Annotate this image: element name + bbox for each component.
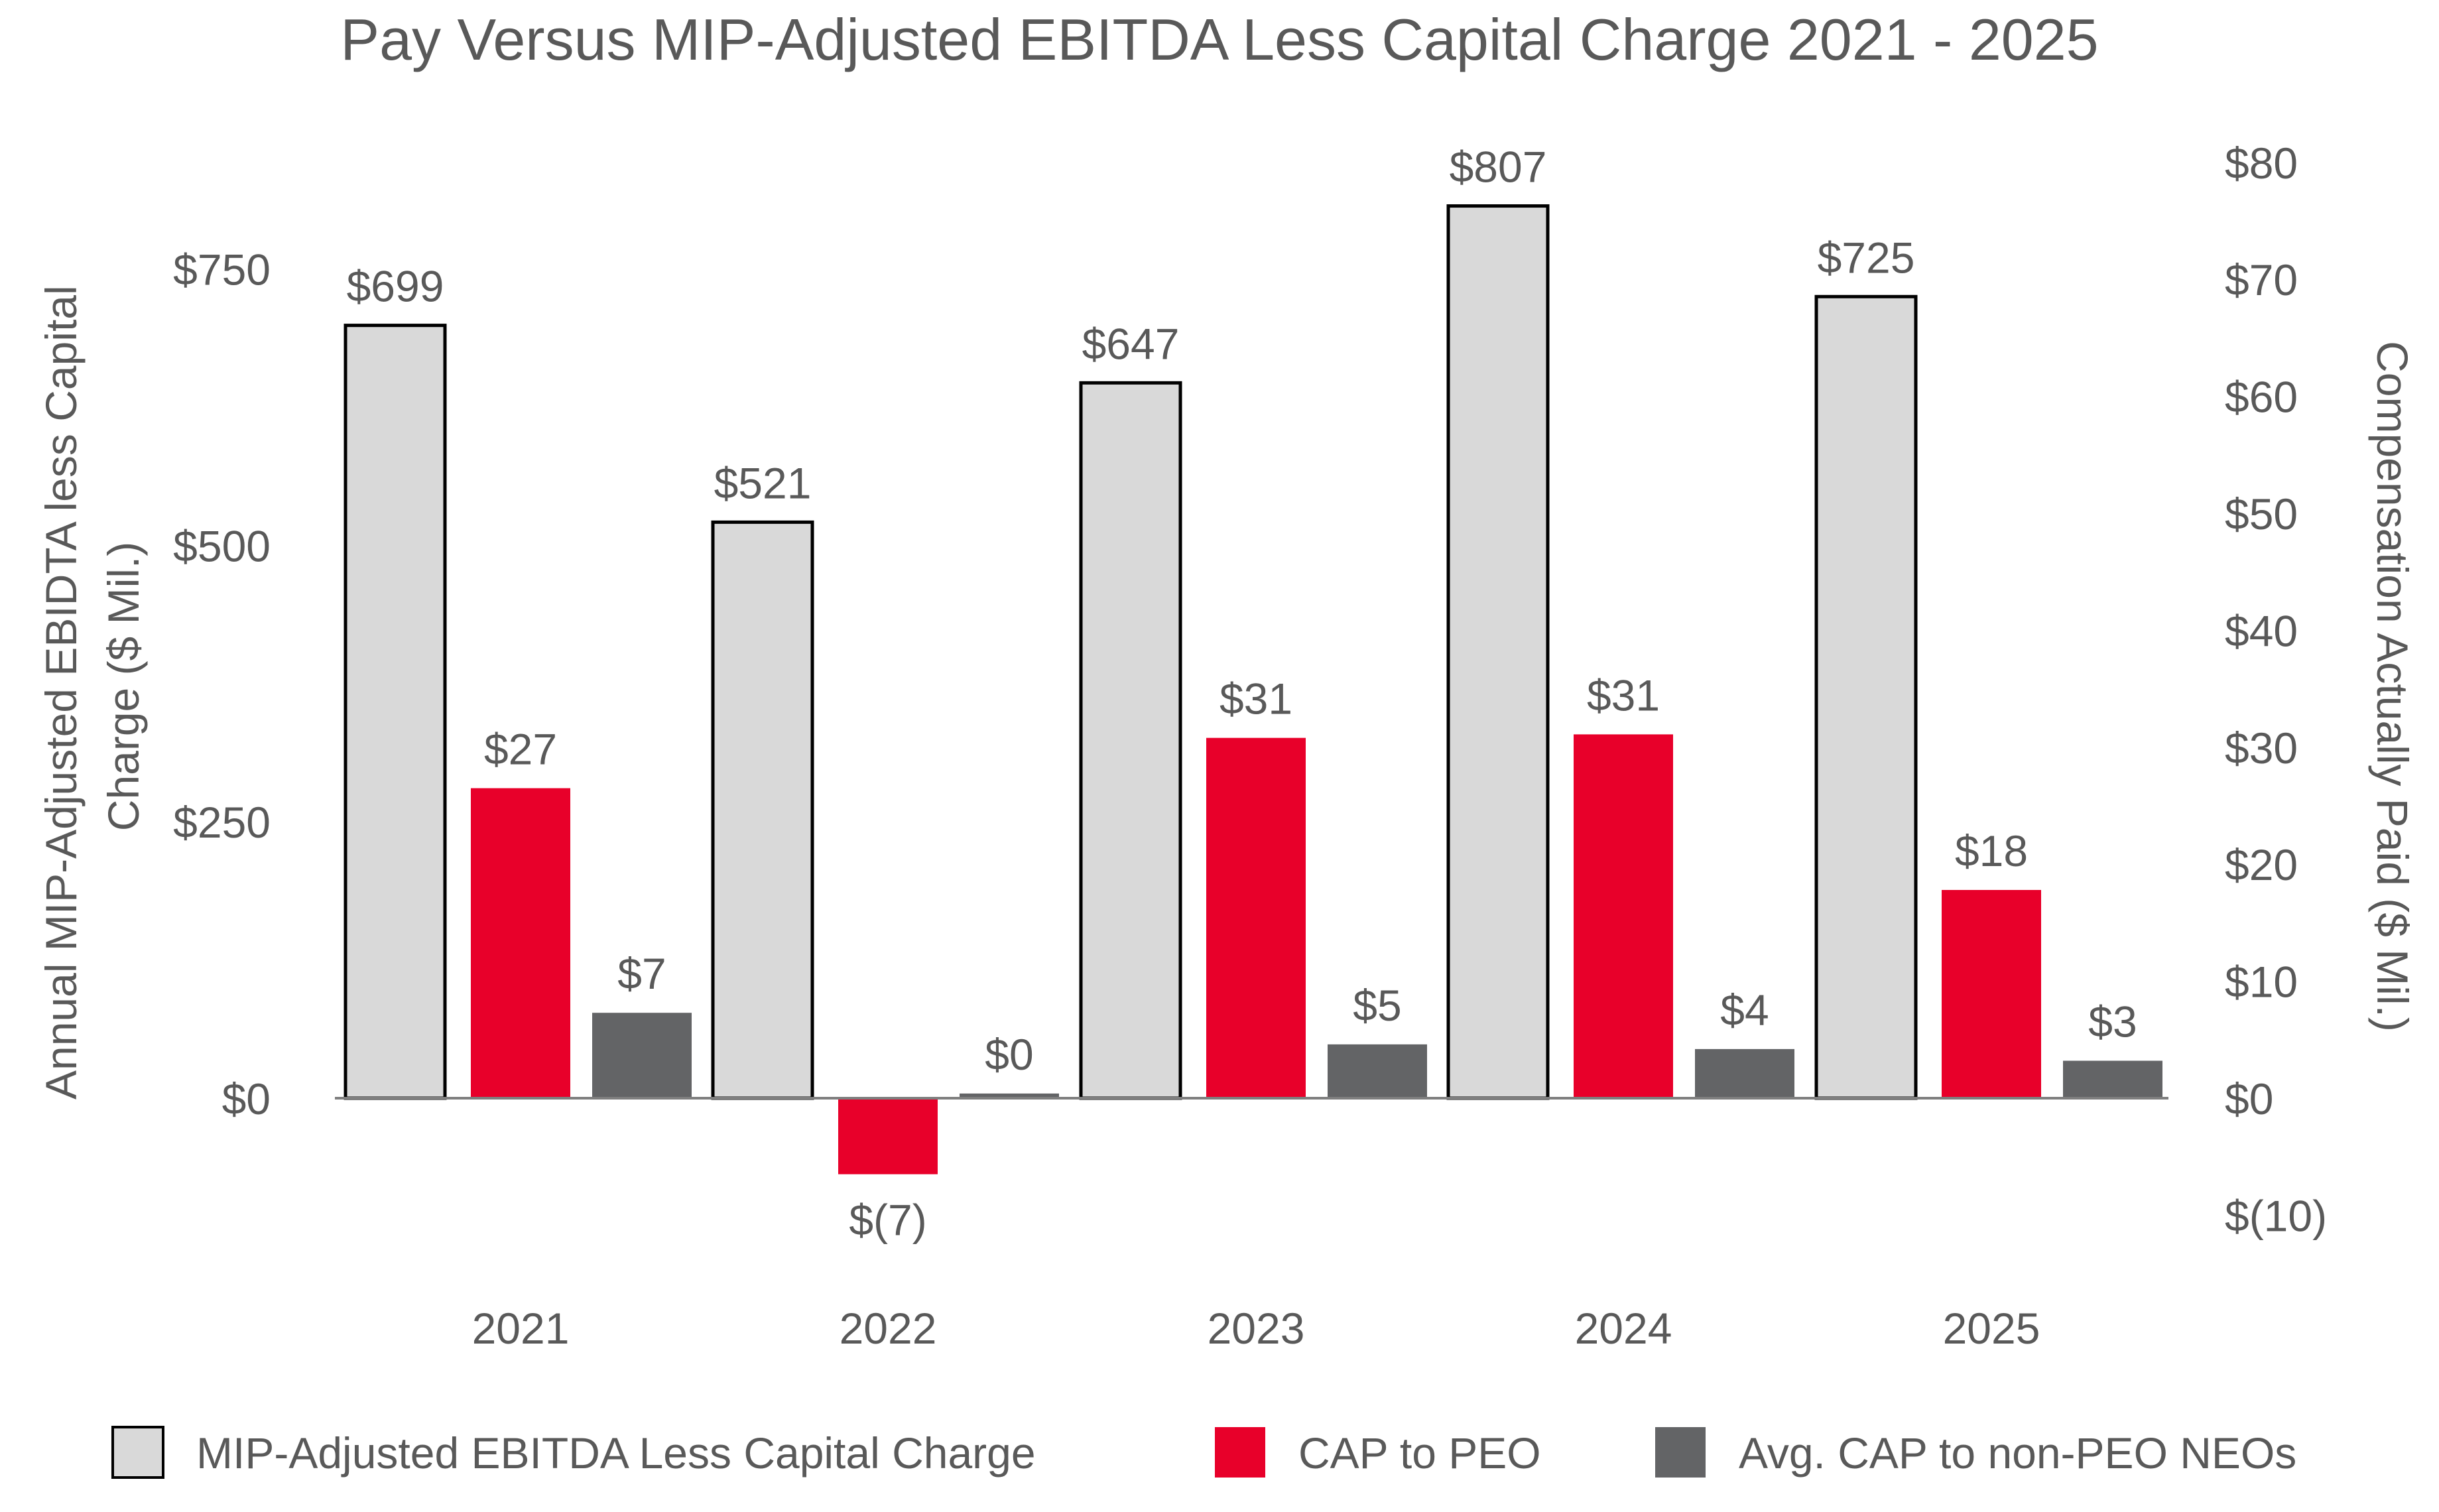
left-tick-label: $250 — [173, 798, 271, 847]
x-axis-ticks: 2021 2022 2023 2024 2025 — [472, 1304, 2040, 1353]
right-tick-label: $60 — [2225, 373, 2298, 422]
data-label: $725 — [1818, 233, 1915, 282]
data-label: $31 — [1587, 670, 1660, 720]
bar-mip-adjusted-ebitda-less-capital-charge-2021 — [344, 324, 447, 1100]
left-axis-ticks: $0 $250 $500 $750 — [173, 245, 271, 1123]
data-label: $647 — [1082, 319, 1180, 368]
bar-cap-to-peo-2025 — [1942, 890, 2041, 1098]
data-labels: $699 $27 $7 $521 $(7) $0 $647 $31 $5 $807 $31 $4 $72… — [347, 143, 2137, 1245]
data-label: $3 — [2088, 997, 2137, 1046]
bars — [344, 204, 2162, 1174]
data-label: $27 — [484, 725, 557, 774]
data-label: $31 — [1220, 674, 1292, 724]
right-axis-ticks: $(10) $0 $10 $20 $30 $40 $50 $60 $70 $80 — [2225, 139, 2327, 1241]
right-tick-label: $10 — [2225, 958, 2298, 1007]
left-tick-label: $500 — [173, 521, 271, 570]
bar-mip-adjusted-ebitda-less-capital-charge-2025 — [1814, 294, 1918, 1100]
bar-avg-cap-to-non-peo-neos-2023 — [1328, 1044, 1427, 1098]
chart-title: Pay Versus MIP-Adjusted EBITDA Less Capi… — [340, 7, 2098, 72]
x-tick-label: 2022 — [840, 1304, 937, 1353]
bar-avg-cap-to-non-peo-neos-2024 — [1695, 1048, 1794, 1098]
bar-mip-adjusted-ebitda-less-capital-charge-2024 — [1446, 204, 1550, 1100]
bar-mip-adjusted-ebitda-less-capital-charge-2022 — [711, 520, 814, 1100]
right-tick-label: $50 — [2225, 489, 2298, 538]
data-label: $521 — [714, 458, 812, 507]
data-label: $(7) — [849, 1196, 926, 1245]
right-tick-label: $80 — [2225, 139, 2298, 188]
data-label: $4 — [1720, 985, 1769, 1035]
legend-label: CAP to PEO — [1298, 1428, 1541, 1478]
data-label: $5 — [1353, 981, 1401, 1030]
left-tick-label: $750 — [173, 245, 271, 294]
data-label: $807 — [1450, 143, 1547, 192]
x-tick-label: 2025 — [1943, 1304, 2040, 1353]
bar-cap-to-peo-2022 — [838, 1098, 938, 1174]
bar-cap-to-peo-2024 — [1574, 734, 1673, 1098]
legend-label: MIP-Adjusted EBITDA Less Capital Charge — [196, 1428, 1036, 1478]
legend-swatch — [111, 1426, 164, 1479]
data-label: $0 — [985, 1030, 1033, 1079]
data-label: $7 — [617, 949, 666, 998]
x-tick-label: 2021 — [472, 1304, 570, 1353]
legend-swatch — [1655, 1427, 1706, 1478]
bar-avg-cap-to-non-peo-neos-2022 — [960, 1093, 1059, 1098]
bar-avg-cap-to-non-peo-neos-2025 — [2063, 1060, 2162, 1098]
bar-cap-to-peo-2021 — [471, 788, 570, 1098]
x-tick-label: 2024 — [1575, 1304, 1672, 1353]
right-axis-label: Compensation Actually Paid ($ Mil.) — [2368, 341, 2417, 1032]
bar-mip-adjusted-ebitda-less-capital-charge-2023 — [1079, 381, 1182, 1100]
legend-label: Avg. CAP to non-PEO NEOs — [1739, 1428, 2296, 1478]
data-label: $18 — [1955, 826, 2028, 875]
x-tick-label: 2023 — [1208, 1304, 1305, 1353]
right-tick-label: $0 — [2225, 1074, 2273, 1123]
data-label: $699 — [347, 262, 444, 311]
right-tick-label: $20 — [2225, 840, 2298, 889]
legend-swatch — [1215, 1427, 1265, 1478]
legend: MIP-Adjusted EBITDA Less Capital Charge C… — [111, 1426, 2296, 1479]
right-tick-label: $30 — [2225, 724, 2298, 773]
right-tick-label: $70 — [2225, 255, 2298, 304]
bar-cap-to-peo-2023 — [1206, 737, 1306, 1098]
right-tick-label: $40 — [2225, 606, 2298, 655]
right-tick-label: $(10) — [2225, 1191, 2327, 1240]
bar-avg-cap-to-non-peo-neos-2021 — [592, 1013, 692, 1098]
left-axis-label: Annual MIP-Adjusted EBIDTA less Capital … — [36, 273, 148, 1100]
left-tick-label: $0 — [222, 1074, 271, 1123]
